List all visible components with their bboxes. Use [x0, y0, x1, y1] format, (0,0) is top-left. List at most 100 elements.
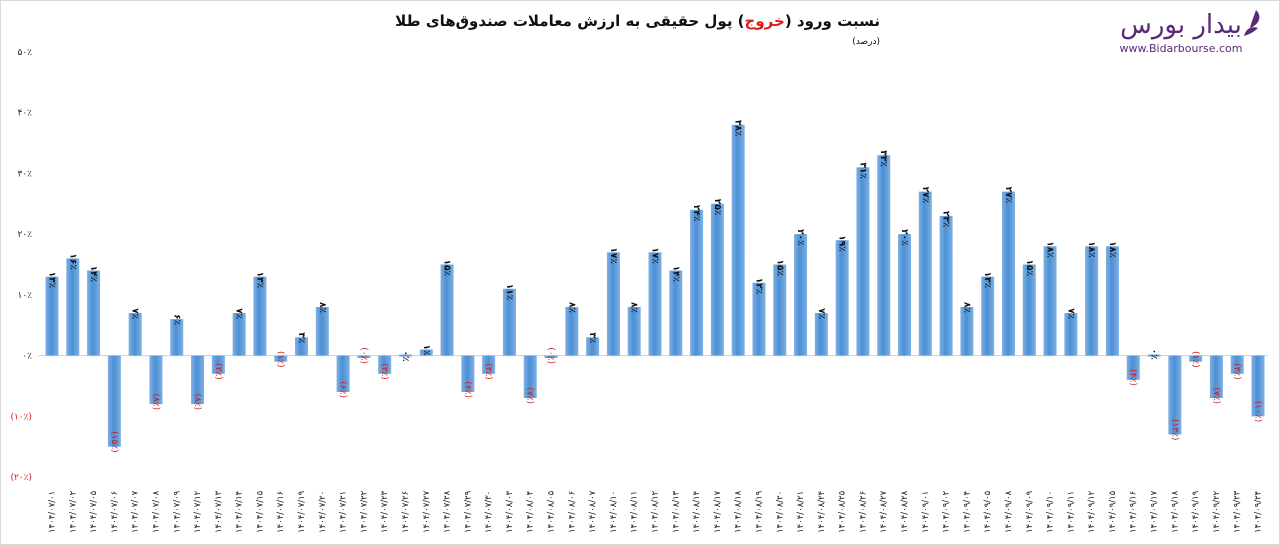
x-tick-label: ۱۴۰۴/۰۷/۲۲ [359, 490, 369, 533]
x-tick-label: ۱۴۰۴/۰۷/۰۲ [68, 490, 78, 533]
bar [1085, 246, 1099, 356]
bar [336, 355, 350, 392]
data-label: ۲۳٪ [941, 211, 951, 227]
x-tick-label: ۱۴۰۴/۰۸/۱۴ [692, 491, 702, 533]
bar [731, 124, 745, 356]
data-label: ۲۵٪ [712, 199, 722, 215]
data-label: ۸٪ [566, 302, 576, 313]
x-tick-label: ۱۴۰۴/۰۸/۱۹ [754, 490, 764, 533]
x-tick-label: ۱۴۰۴/۰۹/۱۷ [1150, 490, 1160, 533]
data-label: (۱٪) [1190, 351, 1200, 368]
bar [981, 276, 995, 356]
bar [440, 264, 454, 356]
x-tick-label: ۱۴۰۴/۰۹/۰۸ [1004, 490, 1014, 533]
x-tick-label: ۱۴۰۴/۰۷/۲۸ [443, 490, 453, 533]
x-tick-label: ۱۴۰۴/۰۷/۲۳ [380, 490, 390, 533]
bar [1105, 246, 1119, 356]
data-label: (۱۳٪) [1169, 419, 1179, 441]
bar [1147, 354, 1161, 357]
y-tick-label: ۱۰٪ [17, 291, 32, 301]
bar [586, 337, 600, 356]
bar [191, 355, 205, 405]
x-axis-labels: ۱۴۰۴/۰۷/۰۱ ۱۴۰۴/۰۷/۰۲ ۱۴۰۴/۰۷/۰۵ ۱۴۰۴/۰۷/۰۶… [48, 490, 1264, 533]
bar [87, 270, 101, 356]
data-label: (۸٪) [192, 393, 202, 410]
y-tick-label: ۲۰٪ [17, 230, 32, 240]
x-tick-label: ۱۴۰۴/۰۷/۲۰ [318, 491, 328, 533]
chart-title: نسبت ورود (خروج) پول حقیقی به ارزش معامل… [380, 12, 880, 48]
data-label: (۱٪) [275, 351, 285, 368]
data-label: (۳٪) [483, 363, 493, 380]
bar [710, 203, 724, 356]
x-tick-label: ۱۴۰۴/۰۷/۰۷ [131, 490, 141, 533]
bar [856, 167, 870, 356]
x-tick-label: ۱۴۰۴/۰۹/۱۰ [1046, 491, 1056, 533]
y-axis: ۵۰٪ ۴۰٪ ۳۰٪ ۲۰٪ ۱۰٪ ۰٪ (۱۰٪) (۲۰٪) [10, 48, 32, 483]
x-tick-label: ۱۴۰۴/۰۷/۰۸ [151, 490, 161, 533]
data-label: ۱۵٪ [442, 260, 452, 276]
bar [502, 288, 516, 356]
data-label: ۱۲٪ [753, 278, 763, 294]
x-tick-label: ۱۴۰۴/۰۹/۲۳ [1233, 490, 1243, 533]
bar [315, 307, 329, 356]
bar [1022, 264, 1036, 356]
y-tick-label: ۴۰٪ [17, 109, 32, 119]
bar [482, 355, 496, 374]
x-tick-label: ۱۴۰۴/۰۹/۰۹ [1025, 490, 1035, 533]
bar [211, 355, 225, 374]
data-label: ۰٪ [1149, 349, 1159, 360]
x-tick-label: ۱۴۰۴/۰۹/۱۵ [1108, 490, 1118, 533]
data-label: ۸٪ [317, 302, 327, 313]
title-unit: (درصد) [852, 37, 880, 47]
data-label: ۷٪ [1065, 308, 1075, 319]
bar [419, 349, 433, 356]
x-tick-label: ۱۴۰۴/۰۷/۲۹ [463, 490, 473, 533]
data-label: (۳٪) [379, 363, 389, 380]
title-outflow-word: خروج [744, 12, 785, 30]
data-label: (۶٪) [338, 381, 348, 398]
x-tick-label: ۱۴۰۴/۰۹/۱۹ [1191, 490, 1201, 533]
x-tick-label: ۱۴۰۴/۰۸/۱۲ [651, 490, 661, 533]
x-tick-label: ۱۴۰۴/۰۸/۰۶ [567, 491, 577, 533]
data-label: (۳٪) [1232, 363, 1242, 380]
data-label: (۸٪) [150, 393, 160, 410]
x-tick-label: ۱۴۰۴/۰۷/۰۶ [110, 491, 120, 533]
x-tick-label: ۱۴۰۴/۰۷/۲۱ [339, 491, 349, 533]
data-label: ۱۸٪ [1086, 241, 1096, 257]
bar [66, 258, 80, 356]
x-tick-label: ۱۴۰۴/۰۸/۰۵ [547, 490, 557, 533]
bar [1230, 355, 1244, 374]
data-label: ۲۷٪ [920, 187, 930, 203]
data-label: (۰٪) [546, 347, 556, 364]
logo-leaf-icon [1244, 10, 1260, 36]
bar [523, 355, 537, 399]
x-tick-label: ۱۴۰۴/۰۸/۰۳ [505, 490, 515, 533]
bar [378, 355, 392, 374]
bar [877, 155, 891, 356]
data-label: ۸٪ [961, 302, 971, 313]
bar [544, 355, 558, 358]
logo-name: بیدار بورس [1120, 10, 1242, 40]
data-label: (۷٪) [525, 387, 535, 404]
bar [648, 252, 662, 356]
brand-logo: بیدار بورس www.Bidarbourse.com [1096, 8, 1266, 64]
x-tick-label: ۱۴۰۴/۰۹/۰۴ [962, 491, 972, 533]
title-prefix: نسبت ورود ( [784, 12, 880, 30]
data-label: ۱۷٪ [608, 247, 618, 263]
bar [107, 355, 121, 447]
x-tick-label: ۱۴۰۴/۰۹/۱۶ [1129, 491, 1139, 533]
y-tick-label: ۵۰٪ [17, 48, 32, 58]
data-label: ۱۷٪ [650, 247, 660, 263]
data-label: ۱٪ [421, 345, 431, 356]
bar [960, 307, 974, 356]
x-tick-label: ۱۴۰۴/۰۸/۲۸ [900, 490, 910, 533]
data-label: ۲۰٪ [795, 229, 805, 245]
bar [690, 209, 704, 356]
bar [45, 276, 59, 356]
y-tick-label: ۳۰٪ [17, 169, 32, 179]
x-tick-label: ۱۴۰۴/۰۷/۱۶ [276, 491, 286, 533]
x-tick-label: ۱۴۰۴/۰۸/۰۷ [588, 490, 598, 533]
bar [1168, 355, 1182, 435]
